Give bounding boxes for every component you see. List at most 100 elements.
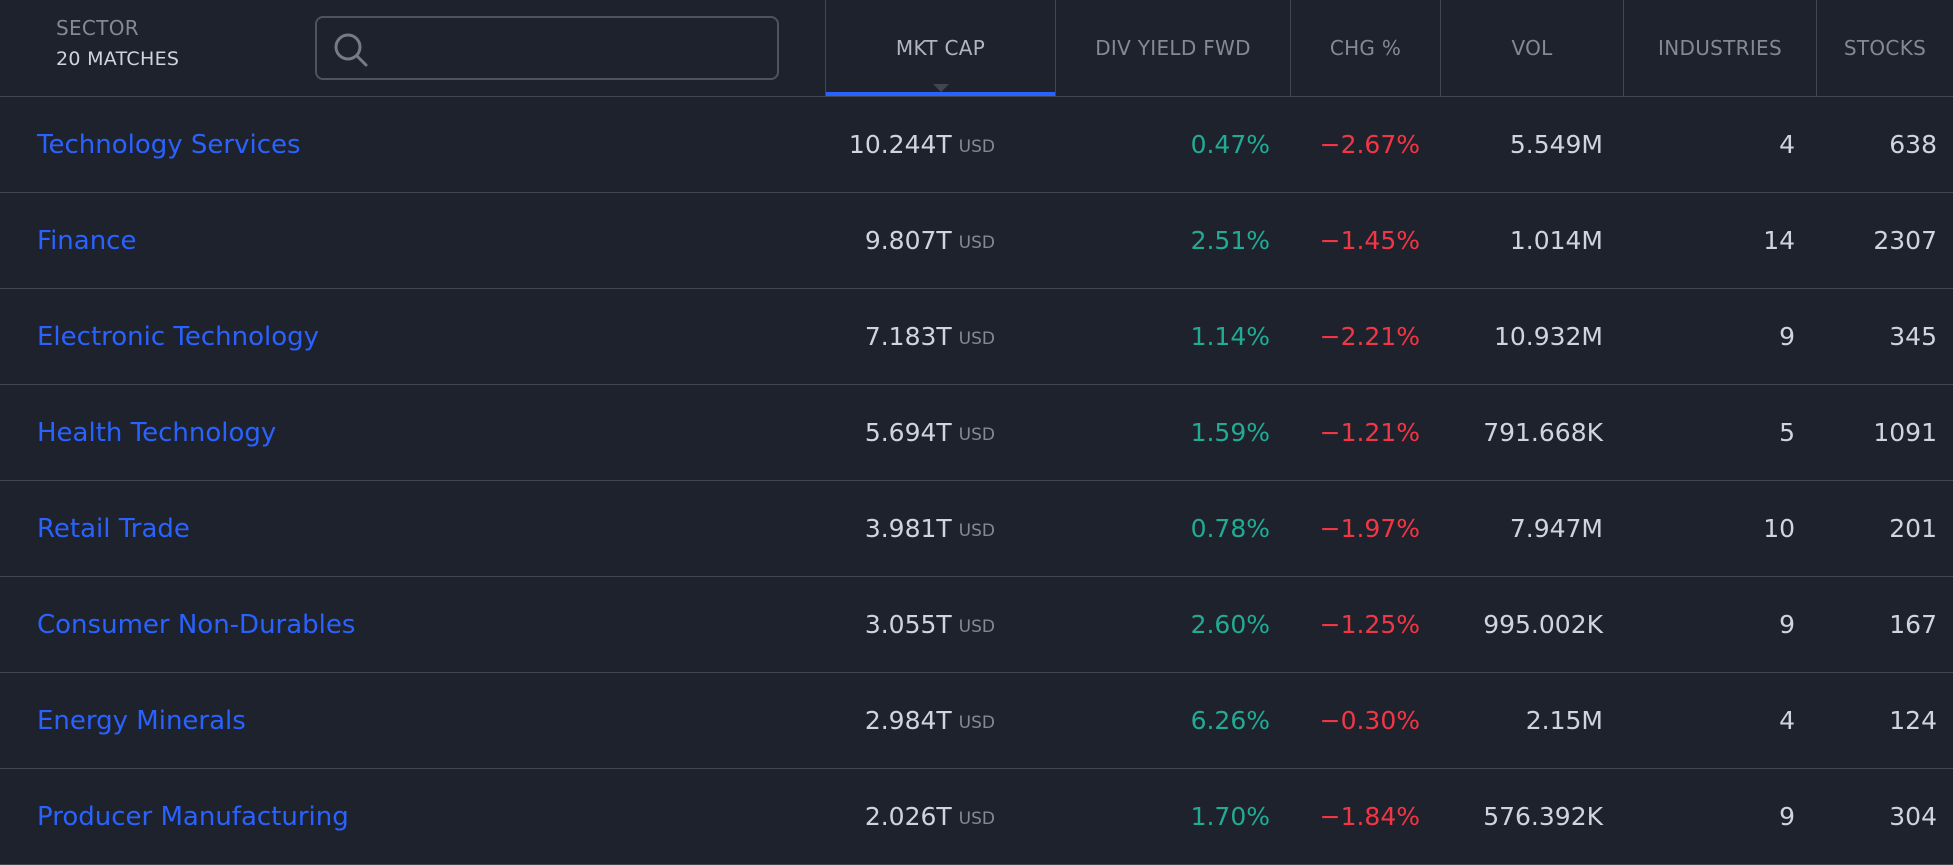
currency-unit: USD [958, 521, 995, 541]
div-yield-cell: 2.51% [1190, 226, 1270, 255]
sector-name-link[interactable]: Health Technology [37, 417, 277, 448]
volume-cell: 995.002K [1483, 610, 1603, 639]
sector-name-link[interactable]: Energy Minerals [37, 705, 246, 736]
volume-cell: 5.549M [1509, 130, 1603, 159]
table-row[interactable]: Electronic Technology 7.183T USD 1.14% −2… [0, 289, 1953, 385]
stocks-count-cell: 201 [1889, 514, 1937, 543]
column-header-div-yield[interactable]: DIV YIELD FWD [1055, 0, 1290, 96]
search-icon [334, 33, 368, 67]
change-percent-cell: −1.21% [1319, 418, 1420, 447]
volume-cell: 2.15M [1525, 706, 1603, 735]
column-label: INDUSTRIES [1658, 36, 1782, 60]
currency-unit: USD [958, 329, 995, 349]
div-yield-cell: 0.47% [1190, 130, 1270, 159]
industries-count-cell: 4 [1779, 130, 1795, 159]
table-header: SECTOR 20 MATCHES MKT CAP DIV YIELD FWD … [0, 0, 1953, 97]
stocks-count-cell: 2307 [1873, 226, 1937, 255]
industries-count-cell: 9 [1779, 610, 1795, 639]
stocks-count-cell: 1091 [1873, 418, 1937, 447]
change-percent-cell: −2.21% [1319, 322, 1420, 351]
market-cap-cell: 3.055T USD [865, 577, 995, 672]
stocks-count-cell: 167 [1889, 610, 1937, 639]
volume-cell: 791.668K [1483, 418, 1603, 447]
table-row[interactable]: Producer Manufacturing 2.026T USD 1.70% −… [0, 769, 1953, 865]
div-yield-cell: 2.60% [1190, 610, 1270, 639]
industries-count-cell: 5 [1779, 418, 1795, 447]
column-header-chg[interactable]: CHG % [1290, 0, 1440, 96]
div-yield-cell: 6.26% [1190, 706, 1270, 735]
sector-table-body: Technology Services 10.244T USD 0.47% −2.… [0, 97, 1953, 865]
column-header-industries[interactable]: INDUSTRIES [1623, 0, 1816, 96]
sort-indicator-icon [932, 84, 949, 92]
industries-count-cell: 14 [1763, 226, 1795, 255]
currency-unit: USD [958, 713, 995, 733]
market-cap-value: 10.244T [848, 130, 952, 159]
market-cap-value: 7.183T [864, 322, 952, 351]
change-percent-cell: −2.67% [1319, 130, 1420, 159]
active-sort-underline [826, 92, 1055, 96]
table-row[interactable]: Energy Minerals 2.984T USD 6.26% −0.30% 2… [0, 673, 1953, 769]
currency-unit: USD [958, 233, 995, 253]
currency-unit: USD [958, 809, 995, 829]
sector-name-link[interactable]: Electronic Technology [37, 321, 320, 352]
currency-unit: USD [958, 425, 995, 445]
sector-name-link[interactable]: Finance [37, 225, 137, 256]
volume-cell: 1.014M [1509, 226, 1603, 255]
industries-count-cell: 4 [1779, 706, 1795, 735]
market-cap-value: 9.807T [864, 226, 952, 255]
change-percent-cell: −1.25% [1319, 610, 1420, 639]
column-label: MKT CAP [895, 36, 986, 60]
market-cap-value: 5.694T [864, 418, 952, 447]
market-cap-cell: 2.026T USD [865, 769, 995, 864]
change-percent-cell: −1.84% [1319, 802, 1420, 831]
table-row[interactable]: Technology Services 10.244T USD 0.47% −2.… [0, 97, 1953, 193]
stocks-count-cell: 124 [1889, 706, 1937, 735]
column-label: VOL [1511, 36, 1553, 60]
industries-count-cell: 9 [1779, 322, 1795, 351]
market-cap-cell: 2.984T USD [865, 673, 995, 768]
sector-name-link[interactable]: Producer Manufacturing [37, 801, 349, 832]
change-percent-cell: −0.30% [1319, 706, 1420, 735]
change-percent-cell: −1.45% [1319, 226, 1420, 255]
sector-name-link[interactable]: Retail Trade [37, 513, 190, 544]
table-row[interactable]: Health Technology 5.694T USD 1.59% −1.21%… [0, 385, 1953, 481]
column-label: STOCKS [1843, 36, 1927, 60]
stocks-count-cell: 345 [1889, 322, 1937, 351]
market-cap-cell: 10.244T USD [849, 97, 995, 192]
table-row[interactable]: Consumer Non-Durables 3.055T USD 2.60% −1… [0, 577, 1953, 673]
search-input[interactable] [381, 26, 765, 72]
div-yield-cell: 1.14% [1190, 322, 1270, 351]
column-label: CHG % [1329, 36, 1402, 60]
market-cap-cell: 5.694T USD [865, 385, 995, 480]
currency-unit: USD [958, 137, 995, 157]
div-yield-cell: 0.78% [1190, 514, 1270, 543]
market-cap-value: 2.026T [864, 802, 952, 831]
sector-name-link[interactable]: Consumer Non-Durables [37, 609, 356, 640]
sector-name-link[interactable]: Technology Services [37, 129, 301, 160]
search-box[interactable] [315, 16, 779, 80]
volume-cell: 576.392K [1483, 802, 1603, 831]
change-percent-cell: −1.97% [1319, 514, 1420, 543]
stocks-count-cell: 304 [1889, 802, 1937, 831]
currency-unit: USD [958, 617, 995, 637]
market-cap-value: 2.984T [864, 706, 952, 735]
market-cap-cell: 9.807T USD [865, 193, 995, 288]
market-cap-value: 3.981T [864, 514, 952, 543]
div-yield-cell: 1.70% [1190, 802, 1270, 831]
market-cap-cell: 3.981T USD [865, 481, 995, 576]
industries-count-cell: 10 [1763, 514, 1795, 543]
column-label: DIV YIELD FWD [1095, 36, 1251, 60]
market-cap-cell: 7.183T USD [865, 289, 995, 384]
market-cap-value: 3.055T [864, 610, 952, 639]
column-header-stocks[interactable]: STOCKS [1816, 0, 1953, 96]
industries-count-cell: 9 [1779, 802, 1795, 831]
stocks-count-cell: 638 [1889, 130, 1937, 159]
table-row[interactable]: Finance 9.807T USD 2.51% −1.45% 1.014M 14… [0, 193, 1953, 289]
match-count: 20 MATCHES [56, 48, 180, 70]
volume-cell: 7.947M [1509, 514, 1603, 543]
sector-column-label[interactable]: SECTOR [56, 16, 139, 40]
column-header-vol[interactable]: VOL [1440, 0, 1623, 96]
table-row[interactable]: Retail Trade 3.981T USD 0.78% −1.97% 7.94… [0, 481, 1953, 577]
column-header-mkt-cap[interactable]: MKT CAP [825, 0, 1055, 96]
